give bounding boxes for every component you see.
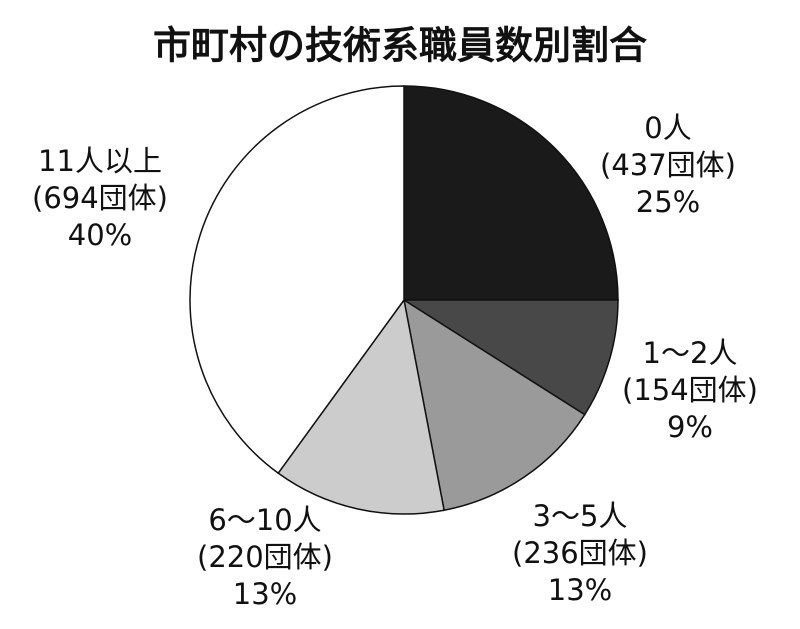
slice-percent: 13% [233, 577, 297, 611]
slice-percent: 9% [667, 410, 713, 444]
pie-slice [402, 298, 586, 512]
pie-slice [401, 299, 619, 416]
pie-slice [403, 85, 619, 301]
slice-category: 3〜5人 [533, 499, 628, 533]
slice-category: 6〜10人 [208, 503, 321, 537]
slice-percent: 25% [636, 185, 700, 219]
slice-count: (694団体) [32, 181, 168, 215]
slice-percent: 13% [548, 573, 612, 607]
pie-slice [189, 85, 405, 475]
slice-category: 0人 [644, 111, 691, 145]
slice-category: 1〜2人 [643, 336, 738, 370]
chart-title: 市町村の技術系職員数別割合 [153, 24, 647, 68]
slice-count: (220団体) [197, 540, 333, 574]
slice-category: 11人以上 [38, 144, 162, 178]
pie-slice [277, 298, 445, 515]
slice-count: (437団体) [600, 148, 736, 182]
slice-count: (154団体) [622, 373, 758, 407]
slice-count: (236団体) [512, 536, 648, 570]
slice-percent: 40% [68, 218, 132, 252]
